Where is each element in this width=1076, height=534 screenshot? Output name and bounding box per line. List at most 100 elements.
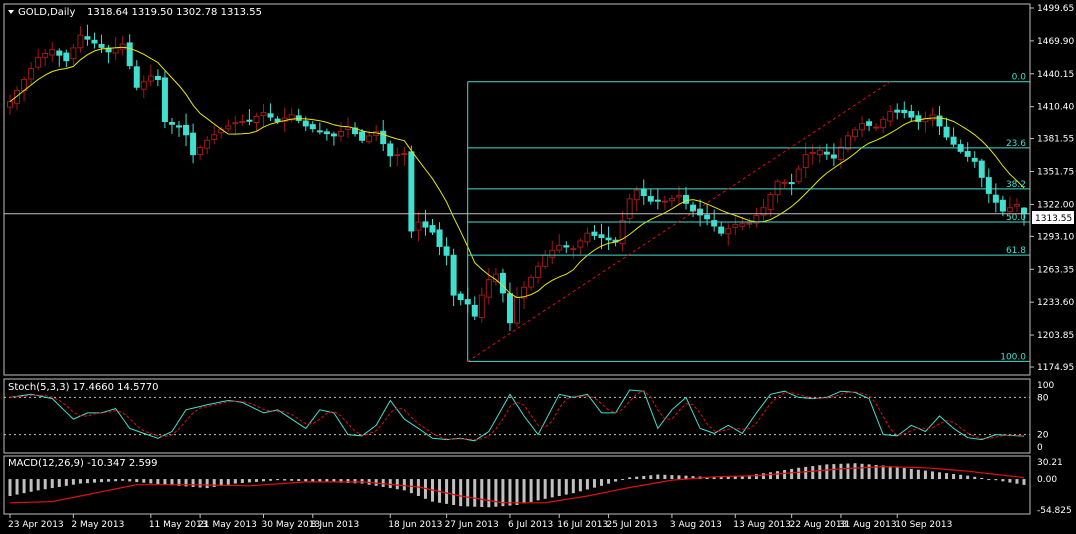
macd-histogram-bar: [57, 479, 61, 487]
macd-histogram-bar: [177, 479, 181, 486]
candle: [887, 105, 894, 127]
macd-histogram-bar: [740, 476, 744, 480]
macd-histogram-bar: [656, 474, 660, 480]
candle: [830, 143, 837, 167]
macd-histogram-bar: [85, 479, 89, 484]
macd-histogram-bar: [374, 479, 378, 486]
macd-histogram-bar: [635, 476, 639, 480]
candle-body: [570, 248, 577, 251]
candle: [70, 43, 77, 66]
candle-body: [654, 199, 661, 202]
candle: [401, 146, 408, 166]
candle: [591, 225, 598, 240]
time-tick-label: 10 Sep 2013: [895, 520, 952, 530]
candle-body: [450, 254, 457, 296]
candle: [485, 267, 492, 305]
candle: [852, 127, 858, 142]
macd-histogram-bar: [987, 479, 991, 481]
candle: [894, 103, 901, 120]
candle-body: [204, 139, 211, 149]
time-tick-label: 6 Jul 2013: [508, 520, 553, 530]
candle-body: [394, 154, 401, 157]
candle-body: [323, 131, 330, 135]
macd-panel[interactable]: 30.21 0.00 -54.825: [3, 455, 1072, 516]
macd-histogram-bar: [684, 475, 688, 480]
candle-body: [647, 196, 654, 202]
macd-histogram-bar: [304, 479, 308, 482]
macd-histogram-bar: [8, 479, 12, 496]
stoch-tick-label: 100: [1037, 381, 1054, 391]
moving-average-line: [9, 46, 1025, 299]
candle: [781, 179, 788, 189]
candle-body: [915, 115, 922, 122]
candle: [528, 274, 535, 291]
macd-histogram-bar: [557, 479, 561, 496]
candle-body: [598, 234, 605, 239]
time-tick-label: 31 Aug 2013: [839, 520, 897, 530]
price-tick-label: 1410.40: [1037, 103, 1074, 113]
candle-body: [901, 109, 908, 114]
candle-body: [161, 77, 168, 122]
candle: [204, 135, 211, 155]
candle-body: [35, 56, 42, 68]
macd-histogram-bar: [515, 479, 519, 506]
macd-histogram-bar: [114, 479, 118, 482]
macd-histogram-bar: [881, 465, 885, 480]
candle-body: [387, 143, 394, 157]
candle-body: [880, 118, 887, 129]
macd-histogram-bar: [649, 475, 653, 480]
candle: [91, 32, 98, 49]
candle-body: [866, 121, 873, 126]
macd-histogram-bar: [452, 479, 456, 506]
macd-histogram-bar: [959, 474, 963, 480]
candle: [718, 222, 725, 236]
candle-body: [457, 293, 464, 301]
candle-body: [42, 52, 49, 58]
candle-body: [816, 149, 823, 156]
macd-histogram-bar: [923, 470, 927, 480]
macd-histogram-bar: [29, 479, 33, 492]
macd-histogram-bar: [783, 470, 787, 480]
candle-body: [859, 123, 866, 131]
macd-histogram-bar: [930, 471, 934, 480]
price-panel[interactable]: 1499.65 1469.90 1440.15 1410.40 1381.55 1351.…: [3, 3, 1074, 376]
candle-body: [795, 168, 802, 183]
candle-body: [183, 124, 190, 136]
candle: [1013, 198, 1020, 213]
macd-histogram-bar: [916, 469, 920, 480]
stoch-tick-label: 20: [1037, 431, 1049, 441]
stoch-panel[interactable]: 100 80 20 0: [3, 378, 1054, 454]
candle: [492, 267, 499, 286]
macd-histogram-bar: [811, 466, 815, 480]
macd-histogram-bar: [909, 468, 913, 480]
macd-histogram-bar: [466, 479, 470, 507]
candle: [168, 117, 175, 134]
candle-body: [936, 115, 943, 127]
macd-histogram-bar: [825, 464, 829, 480]
candle: [211, 125, 218, 145]
macd-tick-label: 30.21: [1037, 458, 1063, 468]
macd-histogram-bar: [43, 479, 47, 490]
macd-tick-label: -54.825: [1037, 506, 1072, 516]
macd-histogram-bar: [388, 479, 392, 489]
candle-body: [197, 146, 204, 155]
candle-body: [683, 194, 689, 204]
macd-histogram-bar: [1015, 479, 1019, 484]
candle: [380, 120, 387, 152]
macd-histogram-bar: [754, 474, 758, 480]
candle-body: [28, 67, 35, 80]
fib-level-label: 50.0: [1006, 213, 1026, 223]
macd-histogram-bar: [100, 479, 104, 483]
candle-body: [260, 112, 267, 117]
macd-histogram-bar: [205, 479, 209, 489]
macd-histogram-bar: [952, 473, 956, 480]
macd-histogram-bar: [726, 476, 730, 480]
menu-triangle-icon[interactable]: [8, 10, 14, 14]
candle: [119, 35, 126, 56]
macd-histogram-bar: [832, 464, 836, 480]
candle-body: [873, 126, 880, 129]
price-tick-label: 1469.90: [1037, 37, 1074, 47]
candle-body: [718, 226, 725, 234]
candle: [901, 101, 908, 119]
